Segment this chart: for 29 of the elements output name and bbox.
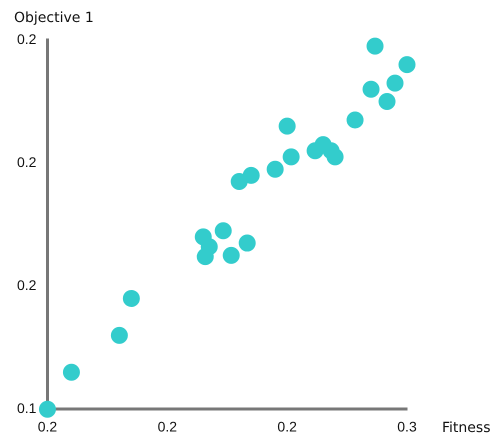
y-tick-label: 0.1 — [16, 400, 37, 416]
point — [238, 234, 256, 252]
point — [62, 364, 80, 381]
x-tick-label: 0.2 — [158, 418, 178, 434]
point — [366, 38, 384, 55]
point — [362, 80, 380, 98]
point — [110, 326, 128, 344]
x-tick-label: 0.2 — [277, 418, 298, 434]
point — [266, 160, 284, 178]
x-tick-label: 0.3 — [397, 418, 417, 434]
point — [278, 118, 296, 135]
point — [282, 148, 300, 166]
point — [38, 400, 56, 418]
point — [346, 111, 364, 128]
point — [122, 290, 140, 307]
y-tick-label: 0.2 — [16, 154, 37, 170]
point — [378, 93, 396, 110]
point — [326, 148, 344, 166]
y-axis-title: Objective 1 — [14, 10, 94, 26]
point — [214, 222, 232, 240]
point — [222, 246, 240, 264]
x-axis-title: Fitness — [442, 420, 490, 436]
point — [242, 166, 260, 184]
point — [398, 56, 416, 74]
y-tick-label: 0.2 — [16, 276, 37, 293]
point — [200, 238, 218, 256]
point — [386, 74, 404, 92]
x-tick-label: 0.2 — [38, 418, 58, 434]
y-tick-label: 0.2 — [16, 30, 37, 47]
